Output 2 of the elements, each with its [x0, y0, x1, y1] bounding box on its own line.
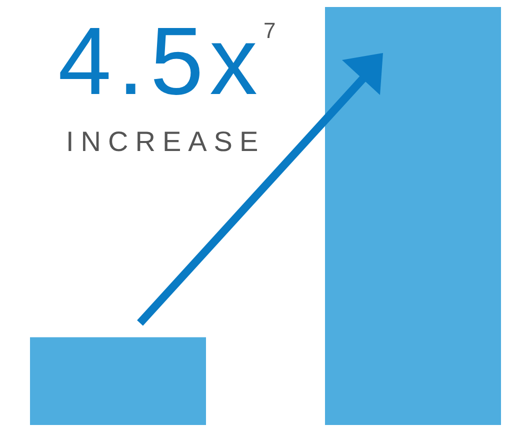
text: INCREASE: [66, 126, 266, 158]
chart-title: 4.5x$^{7}$: [58, 8, 282, 115]
